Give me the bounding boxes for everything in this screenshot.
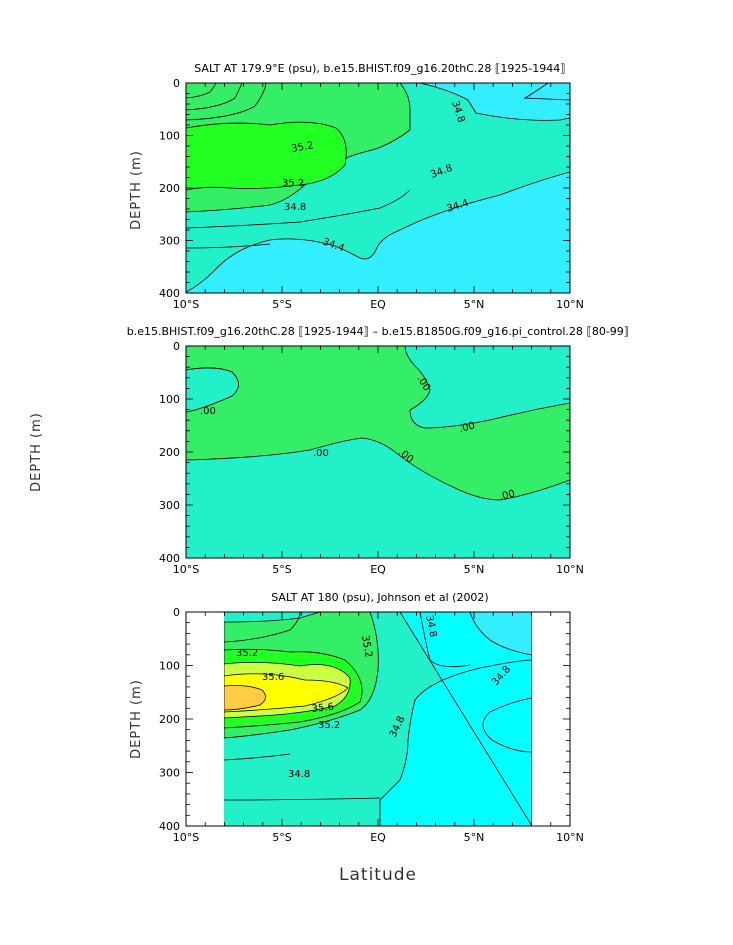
panel-1-contour-b <box>186 83 243 111</box>
panel-3-clabel-5: 35.2 <box>359 635 374 659</box>
y-tick-label: 200 <box>159 182 180 195</box>
panel-3-fill-orange <box>224 685 266 711</box>
panel-3-clabel-4: 35.2 <box>318 720 340 731</box>
panel-1-clabel-3: 35.2 <box>282 178 304 189</box>
x-tick-label: 5°S <box>272 298 291 311</box>
panel-3: SALT AT 180 (psu), Johnson et al (2002) … <box>129 591 584 844</box>
x-tick-label: 10°N <box>556 831 584 844</box>
x-tick-label: 5°N <box>464 831 485 844</box>
panel-2-contours <box>186 346 570 558</box>
panel-1-title: SALT AT 179.9°E (psu), b.e15.BHIST.f09_g… <box>194 62 565 75</box>
y-tick-label: 400 <box>159 820 180 833</box>
y-tick-label: 100 <box>159 393 180 406</box>
panel-1-ylabel: DEPTH (m) <box>129 150 144 230</box>
x-tick-label: EQ <box>370 563 386 576</box>
panel-3-clabel-2: 35.6 <box>262 672 284 683</box>
y-tick-label: 400 <box>159 287 180 300</box>
x-tick-label: 5°S <box>272 563 291 576</box>
panel-2-ticks: 10°S 5°S EQ 5°N 10°N 0 100 200 300 400 <box>159 340 584 576</box>
x-tick-label: EQ <box>370 831 386 844</box>
x-axis-label: Latitude <box>339 865 417 885</box>
panel-3-contour-b <box>224 753 291 761</box>
panel-1-contour-e <box>186 243 271 249</box>
y-tick-label: 100 <box>159 130 180 143</box>
x-tick-label: 10°N <box>556 563 584 576</box>
panel-3-clabel-3: 35.6 <box>311 702 334 715</box>
y-tick-label: 200 <box>159 713 180 726</box>
panel-3-contour-a <box>224 612 301 643</box>
panel-3-title: SALT AT 180 (psu), Johnson et al (2002) <box>271 591 488 604</box>
panel-1-fill-green2 <box>186 121 347 191</box>
panel-1: SALT AT 179.9°E (psu), b.e15.BHIST.f09_g… <box>129 62 584 311</box>
panel-2-clabel-2: .00 <box>200 406 216 417</box>
panel-3-clabel-6: 34.8 <box>423 614 438 638</box>
y-tick-label: 0 <box>173 77 180 90</box>
panel-2: b.e15.BHIST.f09_g16.20thC.28 ⟦1925-1944⟧… <box>29 325 629 576</box>
panel-1-clabel-5: 34.8 <box>284 202 306 213</box>
panel-1-contour-c <box>186 83 267 121</box>
panel-3-contour-c <box>224 797 381 801</box>
panel-3-fill-cyan <box>469 612 532 656</box>
panel-2-clabel-3: .00 <box>458 420 476 435</box>
x-tick-label: 5°N <box>464 298 485 311</box>
y-tick-label: 100 <box>159 660 180 673</box>
x-tick-label: 10°N <box>556 298 584 311</box>
panel-2-ylabel: DEPTH (m) <box>29 412 44 492</box>
panel-3-contours <box>224 612 532 826</box>
y-tick-label: 0 <box>173 606 180 619</box>
x-tick-label: 10°S <box>173 298 199 311</box>
y-tick-label: 200 <box>159 446 180 459</box>
y-tick-label: 300 <box>159 235 180 248</box>
y-tick-label: 400 <box>159 552 180 565</box>
panel-2-clabel-6: .00 <box>498 488 516 503</box>
panel-1-contour-d <box>186 189 411 229</box>
panel-3-ticks: 10°S 5°S EQ 5°N 10°N 0 100 200 300 400 <box>159 606 584 844</box>
panel-1-contour-a <box>186 83 217 99</box>
x-tick-label: 10°S <box>173 831 199 844</box>
panel-1-ticks: 10°S 5°S EQ 5°N 10°N 0 100 200 300 400 <box>159 77 584 311</box>
panel-1-clabel-2: 35.2 <box>291 140 315 155</box>
panel-2-clabel-4: .00 <box>313 448 329 459</box>
panel-1-contours <box>186 83 570 293</box>
panel-2-title: b.e15.BHIST.f09_g16.20thC.28 ⟦1925-1944⟧… <box>127 325 630 338</box>
x-tick-label: EQ <box>370 298 386 311</box>
y-tick-label: 300 <box>159 499 180 512</box>
panel-3-contour-d <box>419 612 471 668</box>
panel-3-fill-aqua <box>379 612 532 826</box>
panel-3-clabel-9: 34.8 <box>288 769 310 780</box>
y-tick-label: 0 <box>173 340 180 353</box>
panel-3-clabel-1: 35.2 <box>236 648 258 659</box>
panel-2-fill-sea-inset <box>186 367 239 413</box>
x-tick-label: 5°N <box>464 563 485 576</box>
y-tick-label: 300 <box>159 767 180 780</box>
panel-3-ylabel: DEPTH (m) <box>129 679 144 759</box>
x-tick-label: 10°S <box>173 563 199 576</box>
x-tick-label: 5°S <box>272 831 291 844</box>
panel-1-contour-f <box>523 83 570 101</box>
